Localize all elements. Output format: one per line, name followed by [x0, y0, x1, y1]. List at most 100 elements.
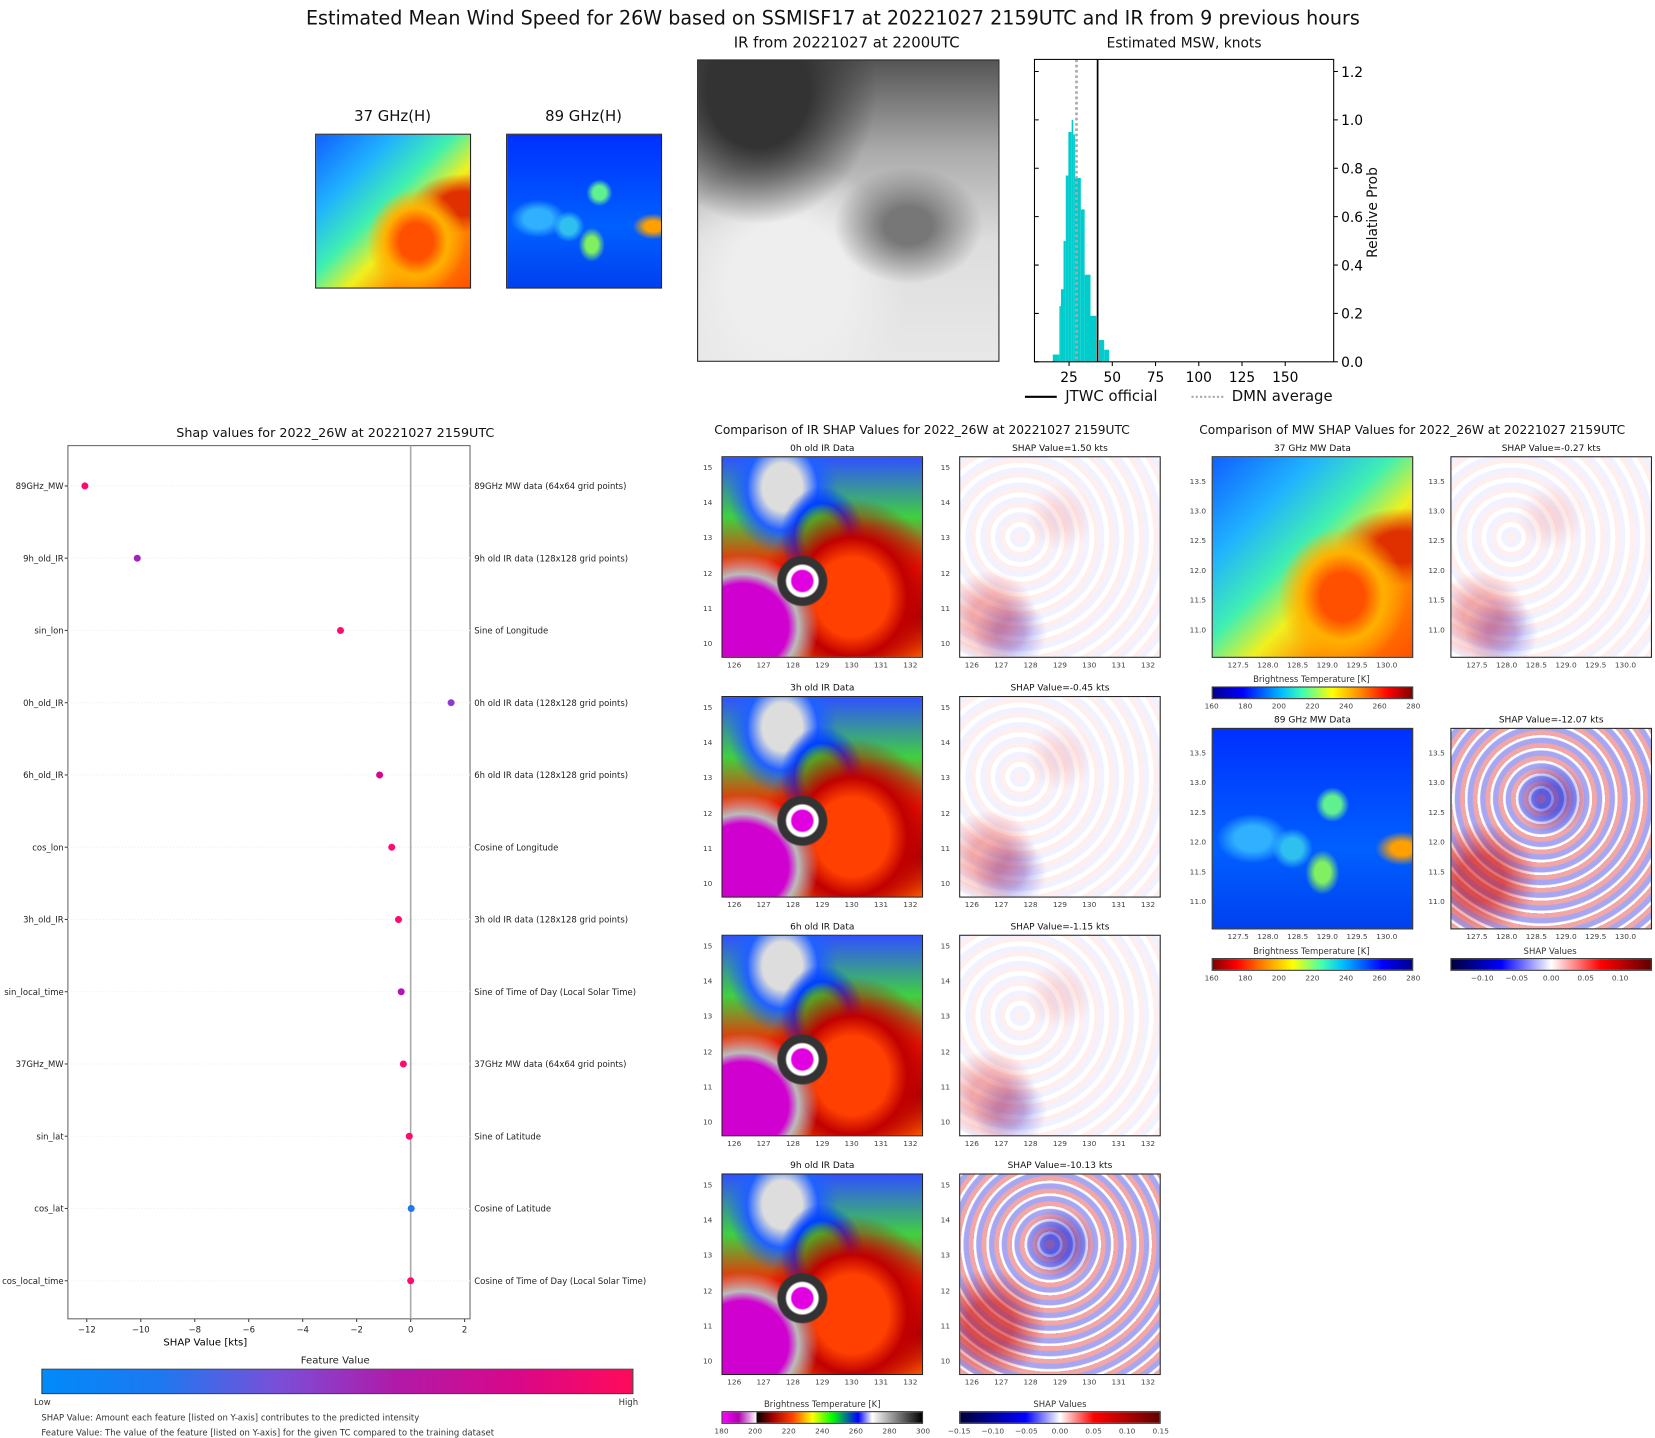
- x-tick-label: 132: [903, 661, 918, 670]
- y-tick-label: 13: [940, 773, 951, 783]
- hist-ylabel: Relative Prob: [1365, 167, 1382, 258]
- y-tick-label: 13: [702, 1012, 713, 1022]
- x-tick-label: 25: [1060, 370, 1078, 386]
- ir-data-title: 0h old IR Data: [790, 443, 855, 455]
- mw37-colorbar: [1211, 686, 1414, 700]
- x-tick-label: 129: [1052, 661, 1068, 670]
- ir-data-image: [721, 696, 924, 898]
- tick-label: 0.00: [1051, 1427, 1069, 1436]
- y-tick-label: 10: [940, 1357, 951, 1366]
- x-tick-label: 131: [1111, 1378, 1126, 1387]
- x-tick-label: 129.5: [1346, 932, 1368, 942]
- x-tick-label: −8: [189, 1325, 201, 1335]
- y-tick-label: 15: [940, 703, 951, 712]
- x-tick-label: 129.0: [1316, 932, 1338, 942]
- y-tick-label: 15: [702, 1180, 713, 1190]
- x-tick-label: 132: [1140, 661, 1156, 670]
- colorbar-high: High: [618, 1397, 639, 1407]
- feature-description: 0h old IR data (128x128 grid points): [474, 698, 628, 708]
- shap-chart: 89GHz_MW 89GHz MW data (64x64 grid points…: [2, 445, 646, 1348]
- y-tick-label: 12: [940, 569, 951, 578]
- feature-description: 9h old IR data (128x128 grid points): [474, 553, 628, 563]
- y-tick-label: 12.5: [1428, 808, 1445, 817]
- ir-shap-title: SHAP Value=1.50 kts: [1012, 443, 1108, 455]
- y-tick-label: 11.0: [1428, 625, 1445, 635]
- tick-label: 0.05: [1577, 973, 1594, 983]
- y-tick-label: 1.0: [1341, 113, 1363, 129]
- feature-name: 0h_old_IR: [23, 698, 64, 708]
- tick-label: 160: [1204, 973, 1219, 983]
- y-tick-label: 11: [940, 1083, 951, 1092]
- jtwc-legend-label: JTWC official: [1065, 388, 1158, 406]
- x-tick-label: 126: [727, 900, 742, 910]
- y-tick-label: 0.2: [1341, 307, 1363, 323]
- shap-point: [407, 1277, 415, 1285]
- shap-point: [395, 915, 403, 923]
- ir-data-image: [721, 934, 924, 1137]
- mw37-image: [315, 133, 472, 289]
- x-tick-label: 131: [1111, 1139, 1126, 1149]
- note-shap: SHAP Value: Amount each feature [listed …: [41, 1413, 420, 1423]
- x-tick-label: 128.0: [1495, 932, 1518, 942]
- x-tick-label: 128: [1023, 661, 1038, 670]
- tick-label: 0.10: [1611, 973, 1629, 983]
- mw-shap-title: SHAP Value=-12.07 kts: [1498, 715, 1604, 726]
- hist-bar: [1059, 306, 1061, 362]
- x-tick-label: 128: [1023, 1139, 1038, 1149]
- x-tick-label: 130: [1082, 900, 1097, 910]
- x-tick-label: 131: [873, 900, 889, 910]
- x-tick-label: 129: [815, 1139, 830, 1149]
- x-tick-label: 130.0: [1376, 661, 1398, 670]
- feature-name: cos_local_time: [2, 1276, 64, 1286]
- x-tick-label: 127.5: [1227, 661, 1249, 670]
- ir-shap-title: SHAP Value=-1.15 kts: [1010, 922, 1110, 933]
- x-tick-label: 126: [964, 1139, 979, 1149]
- x-tick-label: 128.5: [1525, 932, 1547, 942]
- x-tick-label: 127: [994, 1378, 1009, 1387]
- x-tick-label: 129: [1052, 1378, 1068, 1387]
- x-tick-label: 132: [903, 900, 918, 910]
- x-tick-label: 130.0: [1614, 661, 1637, 670]
- tick-label: 0.05: [1085, 1427, 1102, 1436]
- x-tick-label: 127.5: [1466, 932, 1488, 942]
- tick-label: 180: [1238, 973, 1253, 983]
- tick-label: 200: [747, 1427, 763, 1436]
- x-tick-label: 130.0: [1376, 932, 1398, 942]
- y-tick-label: 11: [940, 1321, 951, 1331]
- hist-bar: [1068, 131, 1072, 362]
- x-tick-label: 131: [1111, 661, 1126, 670]
- y-tick-label: 13.0: [1428, 778, 1445, 788]
- x-tick-label: 129.5: [1346, 661, 1368, 670]
- tick-label: 260: [848, 1427, 863, 1436]
- mw-shap-image: [1450, 456, 1652, 658]
- mw89-cb-label: Brightness Temperature [K]: [1253, 946, 1370, 956]
- feature-name: cos_lat: [34, 1204, 64, 1214]
- x-tick-label: 132: [1140, 1139, 1156, 1149]
- hist-bar: [1074, 177, 1081, 362]
- y-tick-label: 13: [940, 1251, 951, 1260]
- y-tick-label: 15: [702, 463, 713, 473]
- hist-title: Estimated MSW, knots: [1106, 36, 1262, 52]
- feature-name: 37GHz_MW: [16, 1059, 65, 1069]
- shap-point: [81, 482, 89, 490]
- tick-label: 300: [915, 1427, 931, 1436]
- hist-frame: [1033, 58, 1335, 363]
- shap-point: [336, 626, 344, 634]
- tick-label: 240: [1338, 702, 1354, 711]
- x-tick-label: 50: [1104, 370, 1122, 386]
- x-tick-label: 129: [815, 661, 830, 670]
- mw89-title: 89 GHz(H): [545, 108, 622, 126]
- hist-bar: [1060, 289, 1064, 362]
- x-tick-label: 126: [964, 1378, 979, 1387]
- y-tick-label: 10: [940, 879, 951, 889]
- feature-description: 3h old IR data (128x128 grid points): [474, 915, 628, 925]
- y-tick-label: 0.0: [1341, 355, 1363, 371]
- x-tick-label: 127: [756, 1378, 771, 1387]
- x-tick-label: 127: [756, 1139, 771, 1149]
- tick-label: 220: [1305, 973, 1320, 983]
- ir-data-image: [721, 1173, 924, 1376]
- x-tick-label: −12: [78, 1325, 96, 1335]
- y-tick-label: 1.2: [1341, 65, 1363, 81]
- x-tick-label: 129: [1052, 1139, 1068, 1149]
- tick-label: 200: [1271, 973, 1286, 983]
